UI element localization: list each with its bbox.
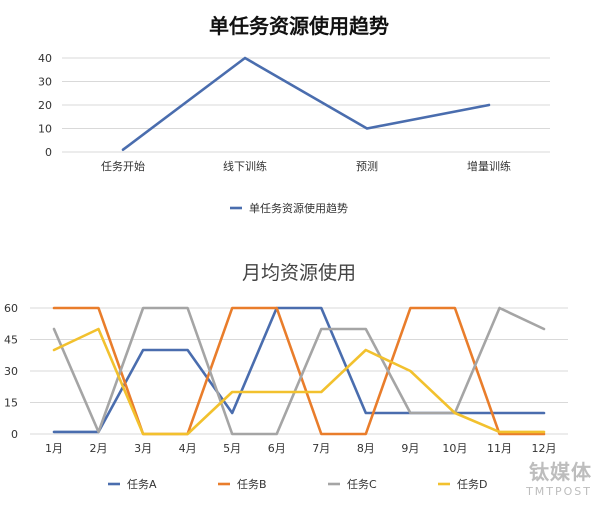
chart-2-xtick-label: 9月 (401, 442, 419, 455)
chart-1-xtick-label: 线下训练 (223, 159, 267, 173)
chart-2-legend-label: 任务C (347, 478, 377, 491)
chart-2-series-line (52, 327, 546, 436)
chart-2-xtick-label: 4月 (179, 442, 197, 455)
chart-1-ytick-label: 0 (45, 146, 52, 159)
chart-2-xtick-label: 8月 (357, 442, 375, 455)
chart-2-xtick-label: 11月 (487, 442, 512, 455)
chart-2-series-line (52, 306, 546, 436)
chart-2-legend-label: 任务A (127, 478, 157, 491)
watermark-en: TMTPOST (526, 485, 592, 498)
chart-1-xtick-label: 增量训练 (467, 159, 511, 173)
chart-1-ytick-label: 30 (38, 76, 52, 89)
watermark-logo: 钛媒体 TMTPOST (526, 456, 592, 498)
chart-2-ytick-label: 15 (4, 397, 18, 410)
chart-1-ytick-label: 40 (38, 52, 52, 65)
chart-1-ytick-label: 10 (38, 123, 52, 136)
chart-2-xtick-label: 5月 (223, 442, 241, 455)
chart-1-legend-label: 单任务资源使用趋势 (249, 201, 348, 215)
chart-2-ytick-label: 60 (4, 302, 18, 315)
chart-1-ytick-label: 20 (38, 99, 52, 112)
chart-2-xtick-label: 10月 (442, 442, 467, 455)
chart-2-xtick-label: 3月 (134, 442, 152, 455)
chart-1-xtick-label: 任务开始 (101, 159, 145, 173)
chart-2-xtick-label: 12月 (532, 442, 557, 455)
chart-2-xtick-label: 7月 (312, 442, 330, 455)
watermark-cn: 钛媒体 (529, 460, 592, 484)
chart-2-ytick-label: 45 (4, 334, 18, 347)
chart-2-xtick-label: 6月 (268, 442, 286, 455)
chart-1-xtick-label: 预测 (356, 160, 378, 173)
chart-2-series-line (52, 306, 546, 434)
chart-2-ytick-label: 0 (11, 428, 18, 441)
chart-2-xtick-label: 2月 (90, 442, 108, 455)
chart-1-series-line (121, 56, 491, 151)
chart-2-series-line (52, 306, 546, 436)
chart-2-legend-label: 任务B (237, 478, 267, 491)
chart-2-ytick-label: 30 (4, 365, 18, 378)
chart-2-legend-label: 任务D (457, 478, 487, 491)
chart-1-title: 单任务资源使用趋势 (209, 14, 389, 38)
chart-2-xtick-label: 1月 (45, 442, 63, 455)
chart-2-title: 月均资源使用 (241, 262, 356, 284)
